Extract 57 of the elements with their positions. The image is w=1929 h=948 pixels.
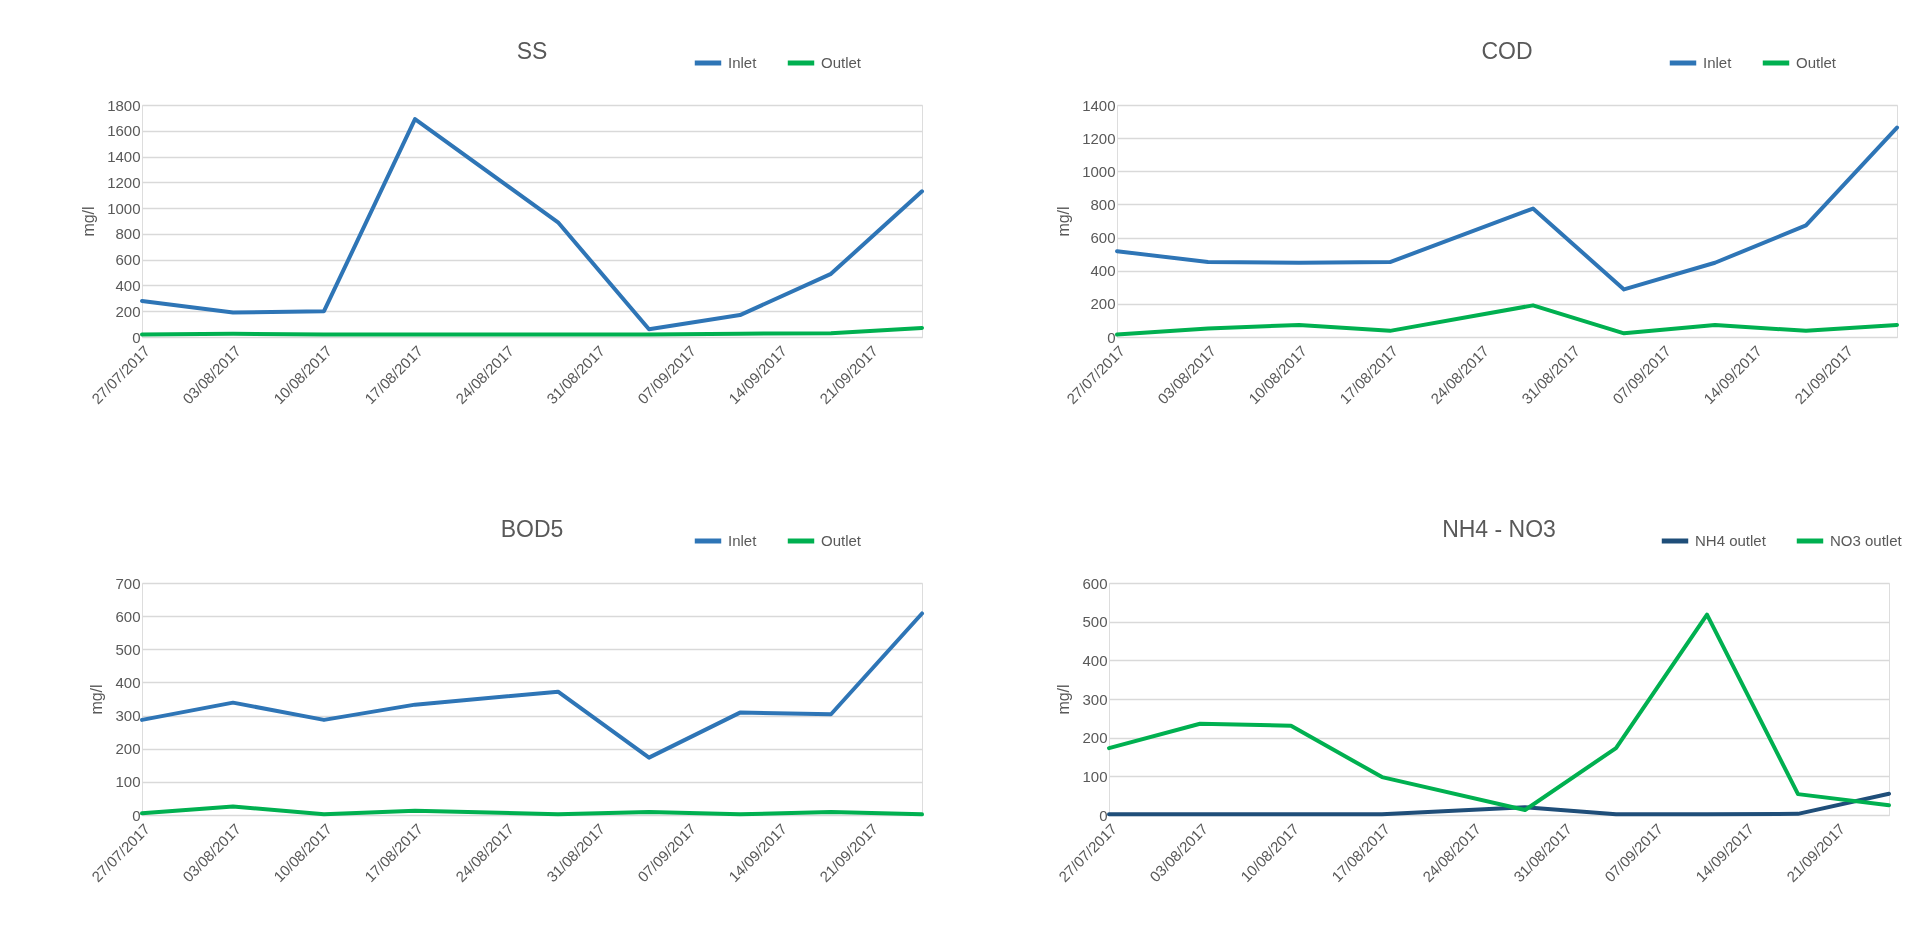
y-tick-label: 1600 [107, 122, 141, 140]
line-series [140, 117, 924, 332]
legend-label: Inlet [728, 54, 758, 71]
y-tick-label: 200 [1082, 729, 1108, 747]
y-tick-label: 300 [1082, 690, 1108, 708]
y-tick-label: 700 [115, 574, 141, 592]
y-tick-label: 0 [132, 806, 141, 824]
y-axis-title: mg/l [80, 206, 98, 237]
y-tick-label: 1400 [1082, 96, 1116, 114]
line-series [1107, 612, 1891, 812]
legend-label: Inlet [1703, 54, 1733, 71]
y-tick-label: 200 [1090, 295, 1116, 313]
y-tick-label: 600 [1090, 229, 1116, 247]
y-axis-title: mg/l [1055, 684, 1073, 715]
chart-title: SS [516, 38, 548, 64]
legend-label: Outlet [821, 54, 862, 71]
y-tick-label: 100 [115, 773, 141, 791]
y-tick-label: 400 [1090, 262, 1116, 280]
y-tick-label: 0 [1107, 328, 1116, 346]
y-tick-label: 1000 [107, 199, 141, 217]
y-tick-label: 500 [1082, 613, 1108, 631]
line-series [140, 325, 924, 337]
y-tick-label: 100 [1082, 767, 1108, 785]
y-tick-label: 500 [115, 640, 141, 658]
y-tick-label: 400 [1082, 651, 1108, 669]
y-tick-label: 1200 [107, 173, 141, 191]
y-tick-label: 1800 [107, 96, 141, 114]
line-series [1115, 303, 1899, 337]
y-tick-label: 400 [115, 673, 141, 691]
y-tick-label: 200 [115, 302, 141, 320]
y-tick-label: 0 [1099, 806, 1108, 824]
y-tick-label: 600 [115, 607, 141, 625]
y-axis-title: mg/l [1055, 206, 1073, 237]
y-tick-label: 0 [132, 328, 141, 346]
line-series [1115, 125, 1899, 292]
y-tick-label: 400 [115, 276, 141, 294]
legend-label: NO3 outlet [1830, 532, 1903, 549]
y-tick-label: 800 [115, 225, 141, 243]
line-series [140, 611, 924, 760]
legend-label: Inlet [728, 532, 758, 549]
y-tick-label: 300 [115, 707, 141, 725]
y-tick-label: 600 [1082, 574, 1108, 592]
chart-title: BOD5 [500, 516, 564, 542]
y-tick-label: 600 [115, 251, 141, 269]
legend-label: NH4 outlet [1695, 532, 1767, 549]
line-series [140, 804, 924, 817]
legend-label: Outlet [821, 532, 862, 549]
y-tick-label: 1000 [1082, 162, 1116, 180]
legend-label: Outlet [1796, 54, 1837, 71]
chart-title: NH4 - NO3 [1442, 516, 1556, 542]
y-tick-label: 1200 [1082, 129, 1116, 147]
line-series [1107, 791, 1891, 817]
y-tick-label: 800 [1090, 195, 1116, 213]
chart-title: COD [1481, 38, 1533, 64]
y-tick-label: 200 [115, 740, 141, 758]
y-axis-title: mg/l [88, 684, 106, 715]
y-tick-label: 1400 [107, 148, 141, 166]
